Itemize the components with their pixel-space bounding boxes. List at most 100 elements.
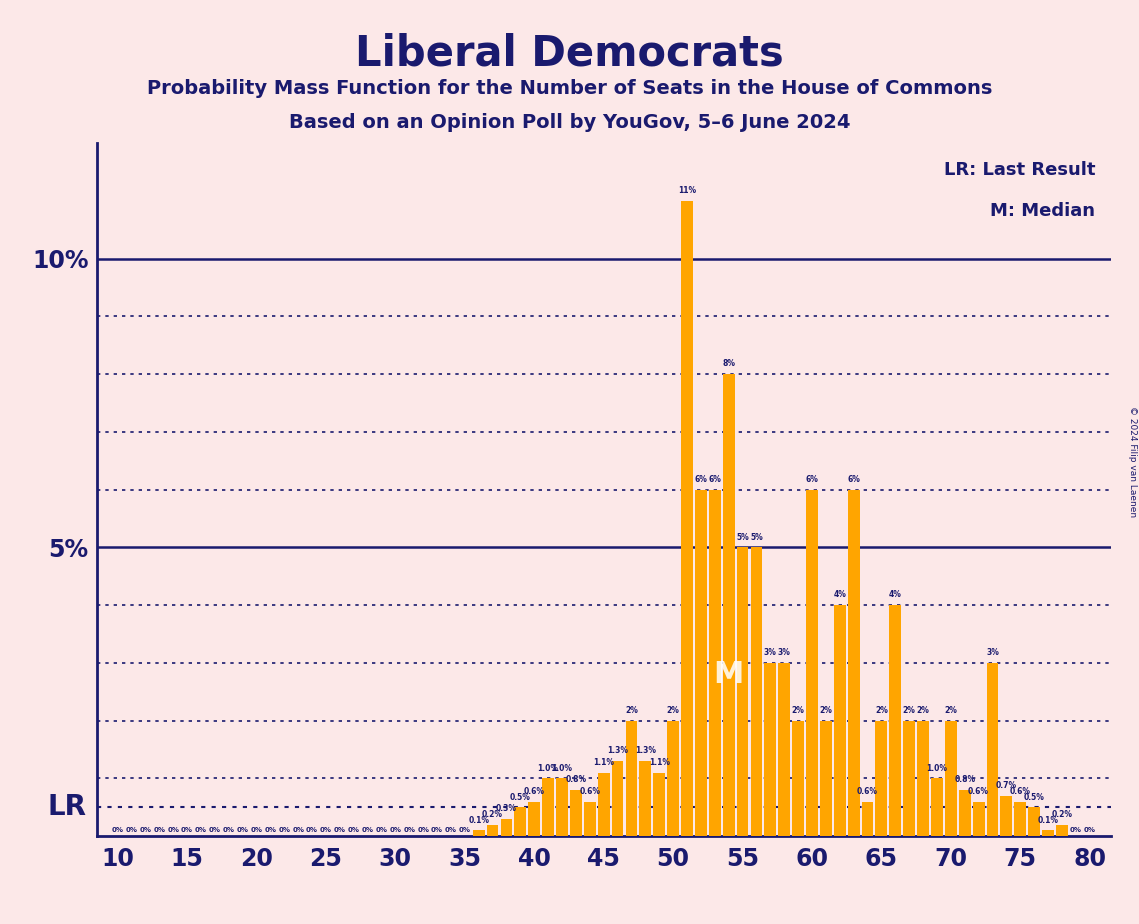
Bar xyxy=(945,721,957,836)
Text: 3%: 3% xyxy=(778,649,790,657)
Text: 0%: 0% xyxy=(403,827,416,833)
Text: 0%: 0% xyxy=(139,827,151,833)
Text: 0%: 0% xyxy=(347,827,360,833)
Bar xyxy=(764,663,776,836)
Text: 0%: 0% xyxy=(293,827,304,833)
Text: 0%: 0% xyxy=(417,827,429,833)
Text: 2%: 2% xyxy=(944,706,957,715)
Bar xyxy=(959,790,970,836)
Text: Probability Mass Function for the Number of Seats in the House of Commons: Probability Mass Function for the Number… xyxy=(147,79,992,98)
Bar xyxy=(515,808,526,836)
Text: 1.0%: 1.0% xyxy=(551,764,573,772)
Bar xyxy=(973,802,984,836)
Text: 0%: 0% xyxy=(208,827,221,833)
Bar xyxy=(861,802,874,836)
Text: M: M xyxy=(713,660,744,689)
Bar xyxy=(1042,831,1054,836)
Text: 0%: 0% xyxy=(1083,827,1096,833)
Text: 0.2%: 0.2% xyxy=(1051,810,1073,819)
Text: 0.1%: 0.1% xyxy=(1038,816,1058,825)
Text: 1.3%: 1.3% xyxy=(634,747,656,756)
Text: 0.6%: 0.6% xyxy=(857,787,878,796)
Text: 0%: 0% xyxy=(223,827,235,833)
Text: 11%: 11% xyxy=(678,187,696,195)
Text: 6%: 6% xyxy=(847,475,860,484)
Text: 0%: 0% xyxy=(278,827,290,833)
Bar xyxy=(598,772,609,836)
Bar xyxy=(793,721,804,836)
Bar xyxy=(681,201,693,836)
Text: 0.7%: 0.7% xyxy=(995,781,1017,790)
Text: 4%: 4% xyxy=(888,590,902,600)
Text: 1.0%: 1.0% xyxy=(926,764,948,772)
Text: M: Median: M: Median xyxy=(990,202,1096,220)
Bar xyxy=(500,819,513,836)
Text: 1.1%: 1.1% xyxy=(649,758,670,767)
Text: 6%: 6% xyxy=(805,475,819,484)
Text: 4%: 4% xyxy=(834,590,846,600)
Text: 2%: 2% xyxy=(903,706,916,715)
Bar xyxy=(820,721,831,836)
Bar xyxy=(723,374,735,836)
Bar xyxy=(806,490,818,836)
Text: 0%: 0% xyxy=(167,827,179,833)
Text: 0%: 0% xyxy=(320,827,331,833)
Text: 0%: 0% xyxy=(306,827,318,833)
Text: 0.2%: 0.2% xyxy=(482,810,503,819)
Bar xyxy=(654,772,665,836)
Text: 0%: 0% xyxy=(390,827,401,833)
Text: 0.8%: 0.8% xyxy=(565,775,587,784)
Bar xyxy=(542,778,554,836)
Text: 8%: 8% xyxy=(722,359,735,369)
Text: 0%: 0% xyxy=(251,827,262,833)
Bar xyxy=(917,721,929,836)
Text: 1.0%: 1.0% xyxy=(538,764,558,772)
Text: 0.6%: 0.6% xyxy=(968,787,989,796)
Bar xyxy=(570,790,582,836)
Bar xyxy=(695,490,707,836)
Bar xyxy=(639,761,652,836)
Text: 2%: 2% xyxy=(917,706,929,715)
Text: 2%: 2% xyxy=(625,706,638,715)
Text: 0.1%: 0.1% xyxy=(468,816,489,825)
Bar xyxy=(667,721,679,836)
Text: Liberal Democrats: Liberal Democrats xyxy=(355,32,784,74)
Bar xyxy=(556,778,568,836)
Text: 1.3%: 1.3% xyxy=(607,747,628,756)
Bar xyxy=(876,721,887,836)
Text: 2%: 2% xyxy=(666,706,680,715)
Text: 0%: 0% xyxy=(112,827,124,833)
Text: 0%: 0% xyxy=(334,827,346,833)
Text: 0.6%: 0.6% xyxy=(524,787,544,796)
Text: © 2024 Filip van Laenen: © 2024 Filip van Laenen xyxy=(1128,407,1137,517)
Bar xyxy=(1000,796,1013,836)
Text: 0.6%: 0.6% xyxy=(1010,787,1031,796)
Text: Based on an Opinion Poll by YouGov, 5–6 June 2024: Based on an Opinion Poll by YouGov, 5–6 … xyxy=(289,113,850,132)
Text: 3%: 3% xyxy=(764,649,777,657)
Bar xyxy=(834,605,845,836)
Bar xyxy=(737,547,748,836)
Text: 0%: 0% xyxy=(361,827,374,833)
Bar xyxy=(986,663,999,836)
Bar xyxy=(1056,825,1068,836)
Text: 2%: 2% xyxy=(819,706,833,715)
Bar xyxy=(528,802,540,836)
Bar xyxy=(708,490,721,836)
Bar xyxy=(473,831,484,836)
Bar xyxy=(751,547,762,836)
Text: 0.5%: 0.5% xyxy=(510,793,531,802)
Text: 0.5%: 0.5% xyxy=(1024,793,1044,802)
Text: LR: LR xyxy=(48,794,87,821)
Bar xyxy=(890,605,901,836)
Text: 2%: 2% xyxy=(875,706,887,715)
Bar xyxy=(486,825,499,836)
Text: 0%: 0% xyxy=(195,827,207,833)
Text: 6%: 6% xyxy=(695,475,707,484)
Text: 0%: 0% xyxy=(154,827,165,833)
Bar xyxy=(625,721,638,836)
Text: 0%: 0% xyxy=(445,827,457,833)
Text: 0.8%: 0.8% xyxy=(954,775,975,784)
Text: 0%: 0% xyxy=(431,827,443,833)
Bar xyxy=(903,721,915,836)
Text: 0%: 0% xyxy=(376,827,387,833)
